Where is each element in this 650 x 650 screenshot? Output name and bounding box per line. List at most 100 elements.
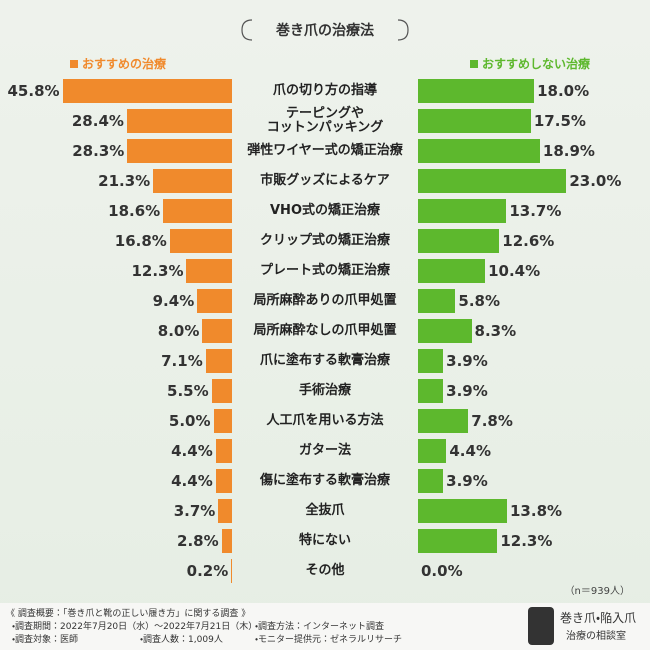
- footer-item: ・調査方法：インターネット調査: [255, 622, 385, 632]
- category-label: プレート式の矯正治療: [259, 263, 390, 278]
- value-label: 10.4%: [488, 262, 541, 280]
- chart-title: 巻き爪の治療法: [276, 23, 374, 39]
- category-label: ガター法: [298, 443, 351, 458]
- value-label: 18.6%: [108, 202, 161, 220]
- legend-label: おすすめの治療: [82, 57, 167, 71]
- category-label: クリップ式の矯正治療: [259, 233, 390, 248]
- logo-title: 巻き爪・陥入爪: [560, 611, 637, 625]
- bar: [186, 259, 232, 283]
- value-label: 17.5%: [533, 112, 586, 130]
- title-frame: [241, 19, 409, 41]
- value-label: 18.9%: [542, 142, 595, 160]
- category-label: 爪の切り方の指導: [272, 83, 377, 98]
- value-label: 3.9%: [446, 352, 488, 370]
- value-label: 4.4%: [171, 472, 213, 490]
- value-label: 3.9%: [446, 472, 488, 490]
- category-label: 全抜爪: [305, 503, 345, 518]
- category-label: その他: [305, 563, 345, 578]
- footer-item: ・調査期間：2022年7月20日（水）～2022年7月21日（木）: [12, 622, 258, 632]
- bar: [197, 289, 232, 313]
- bar: [163, 199, 232, 223]
- category-label: 爪に塗布する軟膏治療: [259, 353, 390, 368]
- value-label: 23.0%: [569, 172, 622, 190]
- category-label: 局所麻酔ありの爪甲処置: [253, 293, 397, 308]
- legend-label: おすすめしない治療: [482, 57, 591, 71]
- value-label: 13.7%: [509, 202, 562, 220]
- bar: [418, 379, 444, 403]
- category-label: 手術治療: [298, 383, 351, 398]
- bar: [418, 229, 500, 253]
- bar: [418, 499, 507, 523]
- bar: [418, 409, 469, 433]
- bar: [418, 109, 531, 133]
- bar: [418, 199, 507, 223]
- bar: [218, 499, 232, 523]
- bar: [418, 139, 540, 163]
- value-label: 16.8%: [114, 232, 167, 250]
- category-label: VHO式の矯正治療: [270, 203, 380, 218]
- bar: [215, 469, 232, 493]
- value-label: 5.5%: [167, 382, 209, 400]
- value-label: 9.4%: [152, 292, 195, 310]
- value-label: 12.3%: [500, 532, 553, 550]
- value-label: 4.4%: [449, 442, 491, 460]
- value-label: 13.8%: [510, 502, 563, 520]
- value-label: 28.4%: [71, 112, 124, 130]
- bar: [221, 529, 232, 553]
- value-label: 21.3%: [98, 172, 151, 190]
- bar: [205, 349, 232, 373]
- value-label: 0.2%: [186, 562, 229, 580]
- value-label: 0.0%: [421, 562, 463, 580]
- value-label: 5.8%: [458, 292, 501, 310]
- category-label: テーピングや コットンパッキング: [266, 106, 384, 135]
- bar: [62, 79, 232, 103]
- sample-note: （n＝939人）: [564, 586, 630, 597]
- bar: [231, 559, 232, 583]
- bar: [153, 169, 232, 193]
- bar: [418, 349, 444, 373]
- value-label: 12.3%: [131, 262, 184, 280]
- value-label: 7.8%: [471, 412, 513, 430]
- bar: [211, 379, 232, 403]
- footer-item: ・モニター提供元：ゼネラルリサーチ: [255, 635, 403, 645]
- footer-heading: 《 調査概要：「巻き爪と靴の正しい履き方」に関する調査 》: [6, 609, 251, 619]
- logo-subtitle: 治療の相談室: [566, 631, 626, 642]
- bar: [418, 529, 498, 553]
- value-label: 18.0%: [537, 82, 590, 100]
- value-label: 8.0%: [157, 322, 200, 340]
- legend-swatch: [470, 60, 478, 68]
- value-label: 4.4%: [171, 442, 213, 460]
- bar: [418, 79, 535, 103]
- bar: [418, 259, 486, 283]
- bar: [418, 169, 567, 193]
- bar: [215, 439, 232, 463]
- category-label: 特にない: [298, 533, 351, 548]
- value-label: 45.8%: [7, 82, 60, 100]
- value-label: 2.8%: [177, 532, 219, 550]
- footer-item: ・調査対象：医師: [12, 635, 79, 645]
- footer: 《 調査概要：「巻き爪と靴の正しい履き方」に関する調査 》 ・調査期間：2022…: [0, 603, 650, 650]
- category-label: 市販グッズによるケア: [260, 173, 390, 188]
- legend-swatch: [70, 60, 78, 68]
- bar: [202, 319, 232, 343]
- category-label: 傷に塗布する軟膏治療: [259, 473, 390, 488]
- footer-item: ・調査人数：1,009人: [140, 635, 223, 645]
- bar: [418, 319, 472, 343]
- bar: [126, 109, 232, 133]
- category-label: 局所麻酔なしの爪甲処置: [253, 323, 397, 338]
- value-label: 28.3%: [72, 142, 125, 160]
- value-label: 3.7%: [173, 502, 216, 520]
- bar: [213, 409, 232, 433]
- bar: [418, 469, 444, 493]
- bar: [169, 229, 232, 253]
- bar: [418, 439, 447, 463]
- value-label: 8.3%: [474, 322, 517, 340]
- logo-icon: [528, 607, 554, 645]
- value-label: 3.9%: [446, 382, 488, 400]
- value-label: 5.0%: [168, 412, 211, 430]
- bar: [418, 289, 456, 313]
- category-label: 弾性ワイヤー式の矯正治療: [247, 143, 403, 158]
- bar: [127, 139, 232, 163]
- value-label: 7.1%: [161, 352, 203, 370]
